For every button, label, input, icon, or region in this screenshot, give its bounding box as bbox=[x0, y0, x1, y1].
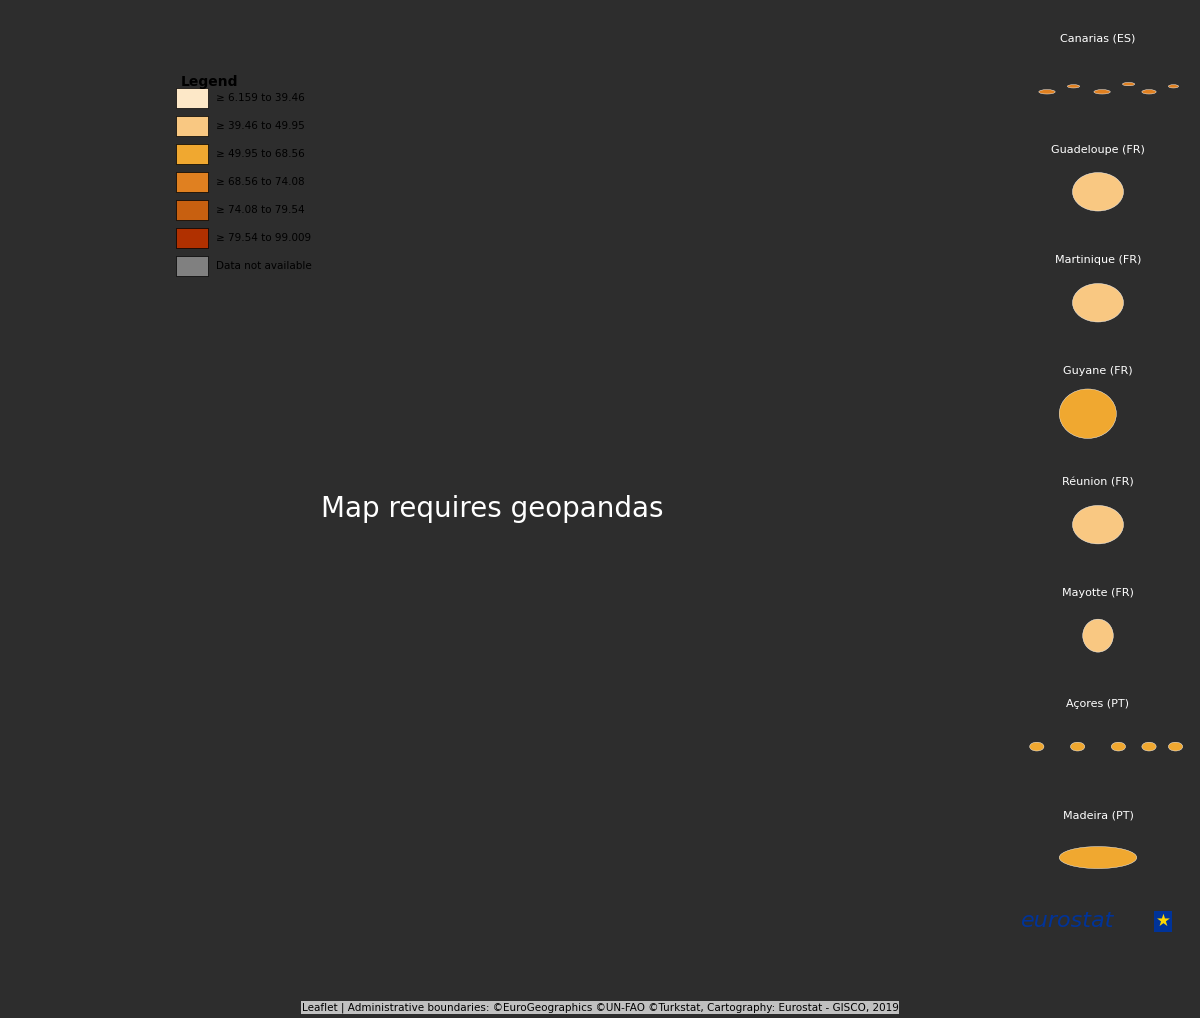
Ellipse shape bbox=[1094, 90, 1110, 94]
Text: Canarias (ES): Canarias (ES) bbox=[1061, 34, 1135, 44]
Text: ≥ 79.54 to 99.009: ≥ 79.54 to 99.009 bbox=[216, 233, 311, 243]
Bar bbox=[176, 172, 208, 192]
Text: Réunion (FR): Réunion (FR) bbox=[1062, 477, 1134, 488]
Ellipse shape bbox=[1111, 742, 1126, 751]
Bar bbox=[176, 200, 208, 220]
Ellipse shape bbox=[1122, 82, 1135, 86]
Ellipse shape bbox=[1060, 847, 1136, 868]
Text: ≥ 49.95 to 68.56: ≥ 49.95 to 68.56 bbox=[216, 149, 305, 159]
Text: Madeira (PT): Madeira (PT) bbox=[1062, 810, 1134, 821]
Text: ≥ 68.56 to 74.08: ≥ 68.56 to 74.08 bbox=[216, 177, 304, 187]
Bar bbox=[176, 116, 208, 136]
Text: Guyane (FR): Guyane (FR) bbox=[1063, 366, 1133, 377]
Text: ≥ 74.08 to 79.54: ≥ 74.08 to 79.54 bbox=[216, 205, 304, 215]
Text: Leaflet | Administrative boundaries: ©EuroGeographics ©UN-FAO ©Turkstat, Cartogr: Leaflet | Administrative boundaries: ©Eu… bbox=[301, 1003, 899, 1013]
Bar bbox=[176, 144, 208, 164]
Bar bbox=[176, 228, 208, 248]
Text: eurostat: eurostat bbox=[1021, 911, 1114, 931]
Text: ★: ★ bbox=[1156, 912, 1171, 930]
Ellipse shape bbox=[1169, 742, 1183, 751]
Text: Mayotte (FR): Mayotte (FR) bbox=[1062, 588, 1134, 599]
Text: Map requires geopandas: Map requires geopandas bbox=[320, 495, 664, 523]
Text: ≥ 39.46 to 49.95: ≥ 39.46 to 49.95 bbox=[216, 121, 305, 131]
Ellipse shape bbox=[1169, 84, 1178, 88]
Ellipse shape bbox=[1039, 90, 1055, 94]
Text: Data not available: Data not available bbox=[216, 261, 311, 271]
Ellipse shape bbox=[1142, 742, 1156, 751]
Bar bbox=[176, 88, 208, 108]
Ellipse shape bbox=[1082, 619, 1114, 653]
Ellipse shape bbox=[1073, 506, 1123, 544]
Text: Martinique (FR): Martinique (FR) bbox=[1055, 256, 1141, 266]
Bar bbox=[176, 256, 208, 276]
Ellipse shape bbox=[1070, 742, 1085, 751]
Ellipse shape bbox=[1142, 90, 1156, 94]
Ellipse shape bbox=[1073, 284, 1123, 322]
Text: ≥ 6.159 to 39.46: ≥ 6.159 to 39.46 bbox=[216, 93, 305, 103]
Text: Açores (PT): Açores (PT) bbox=[1067, 699, 1129, 710]
Ellipse shape bbox=[1068, 84, 1080, 88]
Text: Guadeloupe (FR): Guadeloupe (FR) bbox=[1051, 145, 1145, 155]
Text: Legend: Legend bbox=[181, 74, 239, 89]
Ellipse shape bbox=[1030, 742, 1044, 751]
Ellipse shape bbox=[1060, 389, 1116, 439]
Ellipse shape bbox=[1073, 172, 1123, 211]
